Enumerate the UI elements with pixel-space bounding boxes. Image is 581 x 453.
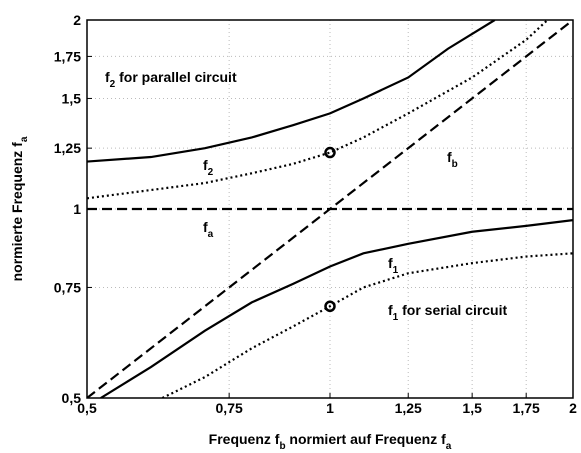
y-tick-label: 1,25 (54, 140, 81, 156)
annotation-part: for parallel circuit (115, 69, 237, 85)
annotation: f1 for serial circuit (388, 302, 508, 323)
annotation: fa (203, 219, 214, 240)
y-tick-label: 1,5 (62, 90, 82, 106)
annotation-part: f (388, 255, 393, 271)
annotation-part: f (447, 149, 452, 165)
y-axis-label-part: normierte Frequenz f (9, 142, 25, 282)
plot-frame (86, 19, 574, 399)
line (87, 20, 549, 200)
annotation-part: f (203, 157, 208, 173)
annotation-part: f (203, 219, 208, 235)
x-tick-label: 0,5 (77, 400, 97, 416)
line (87, 20, 573, 398)
annotation-part: f (388, 302, 393, 318)
y-axis-label: normierte Frequenz fa (9, 136, 30, 281)
annotation-part: 2 (110, 79, 116, 90)
x-axis-label-part: Frequenz f (209, 431, 280, 447)
x-axis-label-part: b (279, 441, 285, 452)
y-tick-label: 0,75 (54, 279, 81, 295)
annotation: f2 (203, 157, 214, 178)
annotation-part: 2 (208, 167, 214, 178)
x-tick-label: 1,5 (462, 400, 482, 416)
x-tick-label: 2 (569, 400, 577, 416)
x-axis-label: Frequenz fb normiert auf Frequenz fa (209, 431, 452, 452)
line (161, 252, 573, 398)
y-axis-label-part: a (19, 136, 30, 142)
x-axis-label-part: normiert auf Frequenz f (286, 431, 447, 447)
line (87, 20, 496, 163)
y-tick-label: 2 (73, 12, 81, 28)
annotation: f2 for parallel circuit (105, 69, 237, 90)
marker (324, 300, 336, 313)
x-tick-label: 1 (326, 400, 334, 416)
x-axis-label-part: a (446, 441, 452, 452)
annotation: fb (447, 149, 458, 170)
x-tick-label: 1,25 (395, 400, 422, 416)
annotation-part: 1 (393, 265, 399, 276)
annotation: f1 (388, 255, 399, 276)
annotation-part: b (452, 159, 458, 170)
x-tick-label: 1,75 (513, 400, 540, 416)
annotation-part: 1 (393, 312, 399, 323)
annotation-part: a (208, 229, 214, 240)
annotation-part: for serial circuit (398, 302, 507, 318)
y-tick-label: 1,75 (54, 48, 81, 64)
annotation-part: f (105, 69, 110, 85)
x-tick-label: 0,75 (216, 400, 243, 416)
line (100, 219, 573, 398)
y-tick-label: 1 (73, 201, 81, 217)
marker (324, 146, 336, 159)
y-tick-label: 0,5 (62, 390, 82, 406)
